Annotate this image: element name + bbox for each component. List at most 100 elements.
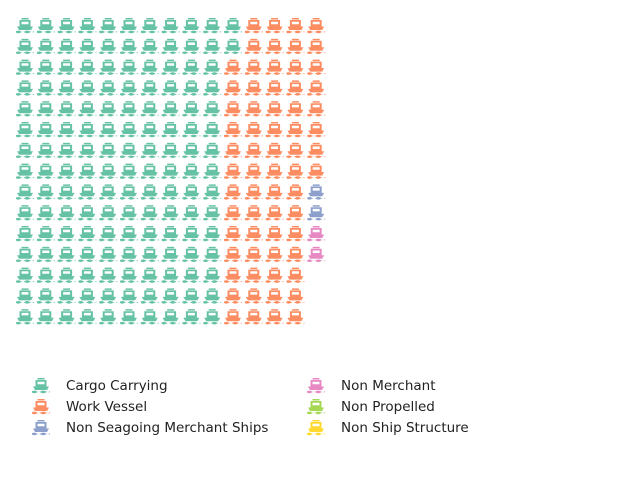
ship-icon <box>244 59 263 75</box>
ship-icon <box>265 309 284 325</box>
ship-icon <box>36 101 55 117</box>
ship-icon <box>16 246 34 263</box>
ship-icon <box>182 122 201 138</box>
ship-icon <box>203 59 222 75</box>
ship-icon <box>16 80 34 96</box>
ship-icon <box>120 18 138 34</box>
ship-icon <box>57 226 76 242</box>
ship-icon <box>265 38 284 55</box>
ship-icon <box>16 205 34 221</box>
ship-icon <box>120 122 138 138</box>
legend-label: Work Vessel <box>66 399 147 415</box>
ship-icon <box>161 80 180 96</box>
ship-icon <box>57 122 76 138</box>
ship-icon <box>307 205 326 221</box>
ship-icon <box>203 309 222 325</box>
legend-label: Non Seagoing Merchant Ships <box>66 420 268 436</box>
ship-icon <box>161 163 180 179</box>
ship-icon <box>16 288 34 304</box>
ship-icon <box>265 184 284 200</box>
ship-icon <box>265 226 284 242</box>
ship-icon <box>57 101 76 117</box>
ship-icon <box>78 288 97 304</box>
legend-item: Non Merchant <box>307 378 436 394</box>
legend: Cargo Carrying Work Vessel Non Seagoing Me… <box>32 378 469 436</box>
ship-icon <box>140 288 159 304</box>
ship-icon <box>140 101 159 117</box>
ship-icon <box>265 246 284 263</box>
ship-icon <box>99 38 118 55</box>
ship-icon <box>16 184 34 200</box>
ship-icon <box>286 288 305 304</box>
ship-icon <box>224 163 242 179</box>
ship-icon <box>120 142 138 159</box>
ship-icon <box>265 59 284 75</box>
ship-icon <box>224 246 242 263</box>
ship-icon <box>182 38 201 55</box>
ship-icon <box>161 267 180 283</box>
ship-icon <box>224 226 242 242</box>
ship-icon <box>307 122 326 138</box>
ship-icon <box>99 122 118 138</box>
ship-icon <box>57 80 76 96</box>
ship-icon <box>265 142 284 159</box>
ship-icon <box>182 101 201 117</box>
ship-icon <box>57 142 76 159</box>
ship-icon <box>140 142 159 159</box>
ship-icon <box>203 80 222 96</box>
ship-icon <box>78 59 97 75</box>
ship-icon <box>161 38 180 55</box>
ship-icon <box>78 246 97 263</box>
ship-icon <box>161 101 180 117</box>
ship-icon <box>57 205 76 221</box>
ship-icon <box>99 205 118 221</box>
ship-icon <box>286 309 305 325</box>
ship-icon <box>203 101 222 117</box>
ship-icon <box>224 80 242 96</box>
ship-icon <box>224 184 242 200</box>
ship-icon <box>307 246 326 263</box>
ship-icon <box>224 59 242 75</box>
ship-icon <box>244 163 263 179</box>
ship-icon <box>244 18 263 34</box>
ship-icon <box>36 246 55 263</box>
ship-icon <box>307 38 326 55</box>
ship-icon <box>244 205 263 221</box>
legend-ship-icon <box>307 378 325 394</box>
ship-icon <box>244 142 263 159</box>
ship-icon <box>36 142 55 159</box>
ship-icon <box>307 59 326 75</box>
ship-icon <box>161 205 180 221</box>
legend-item: Non Seagoing Merchant Ships <box>32 420 268 436</box>
ship-icon <box>57 163 76 179</box>
ship-icon <box>224 288 242 304</box>
ship-icon <box>265 267 284 283</box>
ship-icon <box>244 101 263 117</box>
legend-label: Non Merchant <box>341 378 436 394</box>
ship-icon <box>203 288 222 304</box>
ship-icon <box>286 163 305 179</box>
ship-icon <box>78 205 97 221</box>
ship-icon <box>78 101 97 117</box>
ship-icon <box>120 59 138 75</box>
ship-icon <box>120 309 138 325</box>
ship-icon <box>57 246 76 263</box>
ship-icon <box>307 184 326 200</box>
ship-icon <box>203 246 222 263</box>
ship-icon <box>182 267 201 283</box>
ship-icon <box>16 18 34 34</box>
ship-icon <box>203 184 222 200</box>
ship-icon <box>286 80 305 96</box>
ship-icon <box>140 122 159 138</box>
ship-icon <box>16 101 34 117</box>
ship-icon <box>182 142 201 159</box>
ship-icon <box>120 80 138 96</box>
ship-icon <box>36 226 55 242</box>
legend-label: Non Ship Structure <box>341 420 469 436</box>
ship-icon <box>99 226 118 242</box>
ship-icon <box>161 122 180 138</box>
ship-icon <box>203 18 222 34</box>
legend-ship-icon <box>307 399 325 415</box>
ship-icon <box>57 38 76 55</box>
